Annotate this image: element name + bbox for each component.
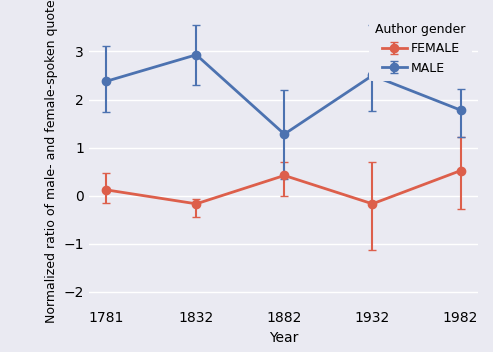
Legend: FEMALE, MALE: FEMALE, MALE xyxy=(369,17,472,81)
X-axis label: Year: Year xyxy=(269,331,298,345)
Y-axis label: Normalized ratio of male- and female-spoken quotes: Normalized ratio of male- and female-spo… xyxy=(45,0,58,323)
